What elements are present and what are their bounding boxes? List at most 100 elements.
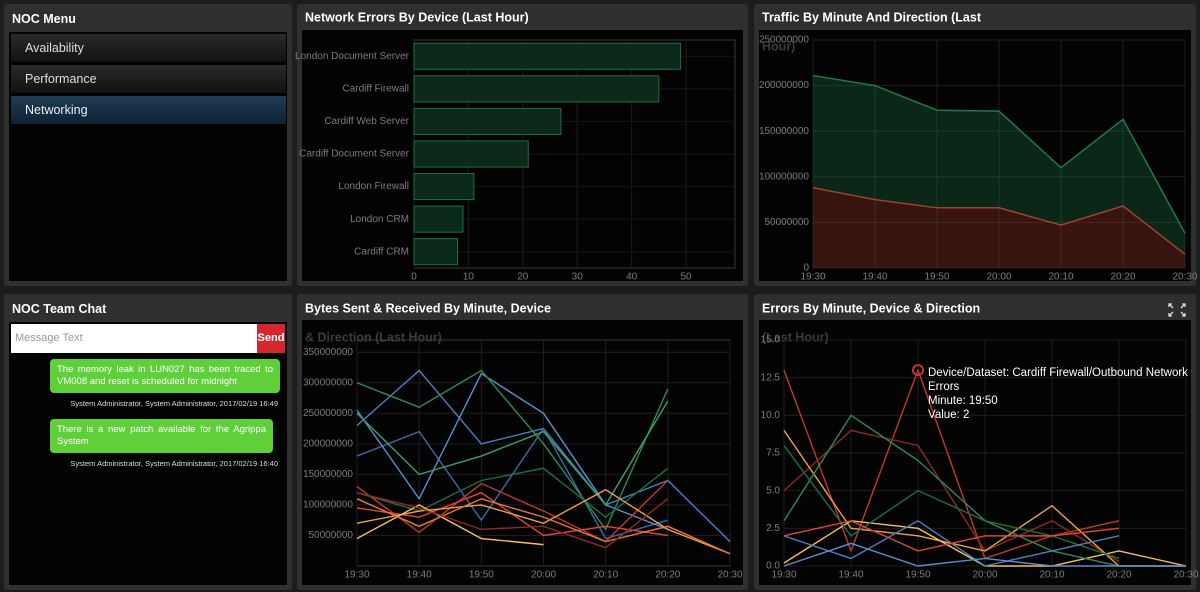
panel-title: NOC Menu [12,12,76,26]
tooltip-text: Minute: 19:50 [928,395,998,407]
y-tick-label: 7.5 [766,448,780,459]
x-tick-label: 20:10 [1039,570,1064,581]
x-tick-label: 20:20 [655,570,680,581]
line [356,479,669,543]
chart-title: Bytes Sent & Received By Minute, Device [305,301,551,315]
y-tick-label: 150000000 [303,469,353,480]
x-tick-label: 19:50 [905,570,930,581]
x-tick-label: 20:10 [593,570,618,581]
bar [413,140,529,168]
y-tick-label: 300000000 [303,377,353,388]
y-tick-label: 0.0 [766,561,780,572]
y-tick-label: 10.0 [761,410,781,421]
y-tick-label: 200000000 [759,80,809,91]
line [356,427,669,540]
x-tick-label: 40 [626,272,638,283]
line [356,488,731,555]
chart-area [302,320,743,585]
panel-title: NOC Team Chat [12,302,107,316]
y-tick-label: 0 [803,263,809,274]
x-tick-label: 19:30 [771,570,796,581]
x-tick-label: 19:40 [862,272,887,283]
expand-icon[interactable] [1168,303,1186,317]
y-tick-label: 15.0 [761,335,781,346]
x-tick-label: 19:30 [344,570,369,581]
x-tick-label: 20:00 [986,272,1011,283]
x-tick-label: 19:40 [407,570,432,581]
chat-panel: NOC Team Chat Message Text Send The memo… [4,294,292,590]
x-tick-label: 19:50 [469,570,494,581]
y-tick-label: Cardiff CRM [354,246,409,257]
line [356,504,544,546]
chat-meta: System Administrator, System Administrat… [70,459,278,468]
chart-title: Hour) [762,39,795,53]
tooltip-text: Errors [928,381,960,393]
y-tick-label: London CRM [350,214,409,225]
tooltip-text: Device/Dataset: Cardiff Firewall/Outboun… [928,367,1188,379]
chat-meta: System Administrator, System Administrat… [70,399,278,408]
y-tick-label: 100000000 [303,500,353,511]
y-tick-label: 200000000 [303,438,353,449]
x-tick-label: 30 [572,272,584,283]
y-tick-label: London Firewall [338,181,409,192]
y-tick-label: 50000000 [309,530,354,541]
bar [413,238,459,266]
area-line [812,74,1186,234]
chart-title: (Last Hour) [762,330,829,344]
line [356,400,669,507]
line [356,369,669,531]
y-tick-label: Cardiff Firewall [343,83,410,94]
x-tick-label: 20:00 [972,570,997,581]
x-tick-label: 20:20 [1106,570,1131,581]
y-tick-label: 350000000 [303,347,353,358]
y-tick-label: 100000000 [759,171,809,182]
y-tick-label: 150000000 [759,126,809,137]
chart-title: Network Errors By Device (Last Hour) [305,10,529,24]
x-tick-label: 20:30 [717,570,742,581]
send-button[interactable]: Send [257,324,285,353]
message-input[interactable]: Message Text [11,324,257,353]
bar [413,107,562,135]
x-tick-label: 19:30 [800,272,825,283]
y-tick-label: 5.0 [766,485,780,496]
line [356,498,731,555]
bar [413,75,660,103]
x-tick-label: 10 [463,272,475,283]
y-tick-label: 2.5 [766,523,780,534]
chart-title: & Direction (Last Hour) [305,330,442,344]
x-tick-label: 20:10 [1048,272,1073,283]
line [783,542,1186,567]
menu-item[interactable]: Networking [11,96,286,125]
bar [413,173,475,201]
menu-panel: NOC Menu Availability Performance Networ… [4,4,292,286]
x-tick-label: 20:30 [1172,272,1197,283]
y-tick-label: 250000000 [759,35,809,46]
bar [413,42,682,70]
x-tick-label: 20:20 [1110,272,1135,283]
area [813,75,1185,255]
area [813,187,1185,268]
x-tick-label: 20:00 [531,570,556,581]
y-tick-label: Cardiff Web Server [324,116,409,127]
y-tick-label: Cardiff Document Server [299,149,410,160]
menu-item[interactable]: Performance [11,65,286,94]
line [783,520,1120,552]
area-line [812,187,1186,255]
x-tick-label: 19:50 [924,272,949,283]
x-tick-label: 20 [517,272,529,283]
menu-item[interactable]: Availability [11,34,286,63]
tooltip-text: Value: 2 [928,409,969,421]
chat-bubble: The memory leak in LUN027 has been trace… [50,359,280,393]
bar [413,205,464,233]
y-tick-label: 250000000 [303,408,353,419]
chart-title: Traffic By Minute And Direction (Last [762,10,982,24]
chart-area [759,30,1191,281]
chart-panel [754,4,1196,286]
x-tick-label: 50 [680,272,692,283]
y-tick-label: 50000000 [765,217,810,228]
line [356,492,669,549]
line [783,429,1120,563]
y-tick-label: London Document Server [295,51,410,62]
